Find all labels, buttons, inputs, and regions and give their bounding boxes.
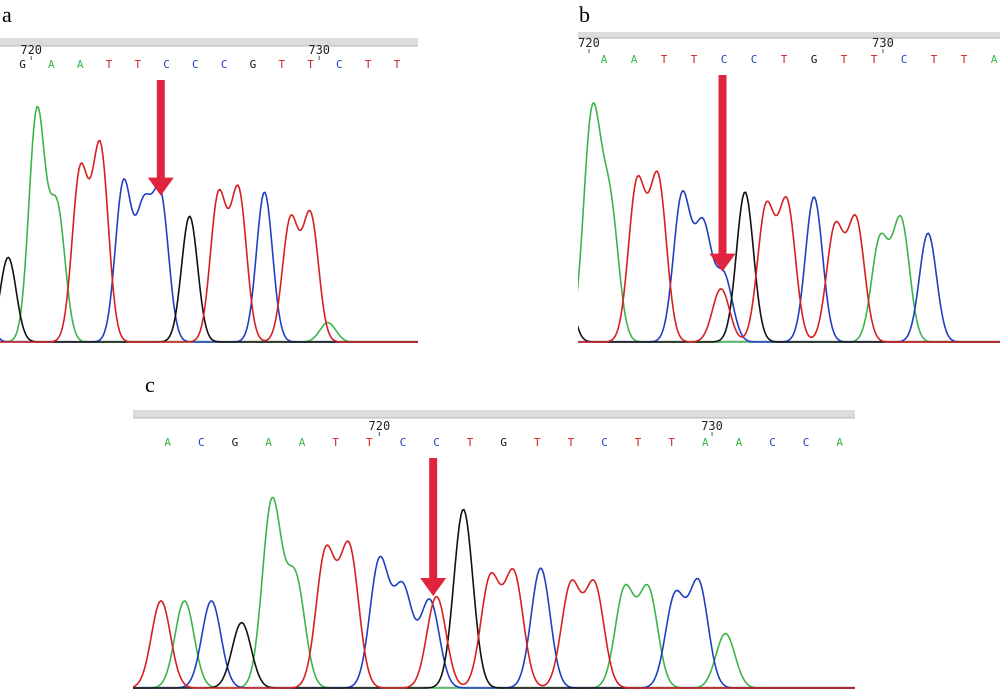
base-call: A	[77, 58, 84, 71]
ruler-bar	[133, 410, 855, 418]
base-call: T	[365, 58, 372, 71]
ruler-number: 720	[369, 419, 391, 433]
base-call: A	[991, 53, 998, 66]
base-call: A	[702, 436, 709, 449]
base-call: T	[366, 436, 373, 449]
base-call: T	[394, 58, 401, 71]
base-call: A	[164, 436, 171, 449]
variant-arrow	[147, 80, 174, 196]
trace-G	[578, 191, 1000, 343]
base-call: T	[691, 53, 698, 66]
base-call: T	[134, 58, 141, 71]
base-call: A	[265, 436, 272, 449]
base-call: T	[467, 436, 474, 449]
chromatogram-panel-a: 720730GGAATTCCCGTTCTT	[0, 38, 418, 344]
ruler-number: 730	[872, 36, 894, 50]
ruler-bar	[578, 32, 1000, 38]
base-call: C	[901, 53, 908, 66]
base-call: C	[751, 53, 758, 66]
base-call: A	[48, 58, 55, 71]
base-call: A	[836, 436, 843, 449]
panel-label-c: c	[145, 372, 155, 397]
base-call: A	[736, 436, 743, 449]
base-call: T	[106, 58, 113, 71]
trace-T	[133, 540, 855, 689]
chromatogram-c: 720 730 A C G A A T T C C T G T T C T T A A C C A	[133, 410, 855, 689]
variant-arrow	[420, 458, 447, 596]
variant-arrow	[709, 75, 736, 272]
base-call: T	[961, 53, 968, 66]
base-call: T	[307, 58, 314, 71]
base-call: A	[631, 53, 638, 66]
chromatogram-a: 720730GGAATTCCCGTTCTT	[0, 38, 418, 343]
base-call: C	[192, 58, 199, 71]
base-call: C	[163, 58, 170, 71]
base-call: C	[769, 436, 776, 449]
panel-label-a: a	[2, 2, 12, 27]
base-call: G	[250, 58, 257, 71]
trace-C	[578, 190, 1000, 343]
base-call: T	[278, 58, 285, 71]
base-call: G	[232, 436, 239, 449]
base-call: A	[299, 436, 306, 449]
base-call: T	[931, 53, 938, 66]
base-call: C	[721, 53, 728, 66]
ruler-bar	[0, 38, 418, 46]
base-call: C	[400, 436, 407, 449]
ruler-number: 720	[20, 43, 42, 57]
base-call: C	[601, 436, 608, 449]
base-call: T	[668, 436, 675, 449]
ruler-number: 730	[308, 43, 330, 57]
trace-T	[578, 170, 1000, 343]
panel-label-b: b	[579, 2, 590, 27]
base-call: G	[500, 436, 507, 449]
trace-A	[578, 102, 1000, 343]
base-call: T	[635, 436, 642, 449]
base-call: C	[433, 436, 440, 449]
chromatogram-panel-b: 720730GAATTCCTGTTCTTAAC	[578, 32, 1000, 344]
trace-A	[0, 105, 418, 343]
base-call: T	[332, 436, 339, 449]
ruler-number: 720	[578, 36, 600, 50]
base-call: T	[534, 436, 541, 449]
base-call: A	[601, 53, 608, 66]
trace-G	[133, 508, 855, 689]
base-call: C	[336, 58, 343, 71]
base-call: G	[19, 58, 26, 71]
base-call: T	[781, 53, 788, 66]
trace-T	[0, 139, 418, 343]
chromatogram-panel-c: 720 730 A C G A A T T C C T G T T C T T A A C C A	[133, 410, 855, 690]
ruler-number: 730	[701, 419, 723, 433]
base-call: T	[568, 436, 575, 449]
base-call: G	[811, 53, 818, 66]
base-call: T	[871, 53, 878, 66]
base-call: T	[661, 53, 668, 66]
chromatogram-b: 720730GAATTCCTGTTCTTAAC	[578, 32, 1000, 343]
base-call: T	[841, 53, 848, 66]
base-call: C	[803, 436, 810, 449]
trace-A	[133, 496, 855, 689]
base-call: C	[221, 58, 228, 71]
base-call: C	[198, 436, 205, 449]
